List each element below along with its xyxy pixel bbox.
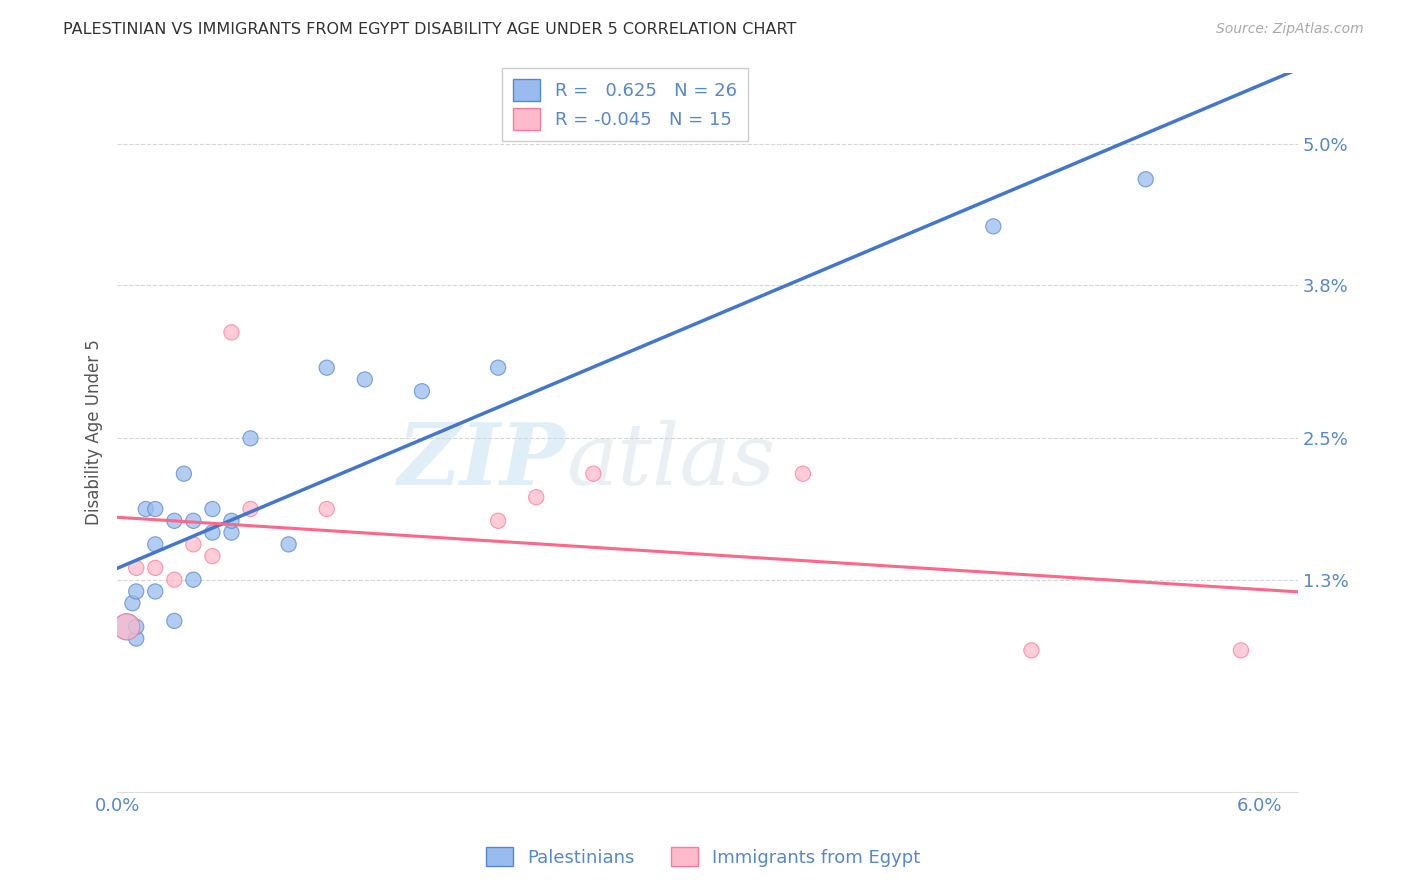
Point (315, 360, 337, 375)
Text: Source: ZipAtlas.com: Source: ZipAtlas.com (1216, 22, 1364, 37)
Text: ZIP: ZIP (398, 419, 567, 503)
Point (981, 219, 1004, 234)
Point (353, 372, 375, 386)
Point (792, 467, 814, 481)
Point (221, 514, 243, 528)
Point (115, 620, 138, 634)
Point (239, 431, 262, 445)
Text: PALESTINIAN VS IMMIGRANTS FROM EGYPT DISABILITY AGE UNDER 5 CORRELATION CHART: PALESTINIAN VS IMMIGRANTS FROM EGYPT DIS… (63, 22, 797, 37)
Point (221, 326, 243, 340)
Point (277, 537, 299, 551)
Point (143, 561, 166, 575)
Point (163, 573, 186, 587)
Point (135, 502, 157, 516)
Point (486, 360, 509, 375)
Point (163, 614, 186, 628)
Legend: R =   0.625   N = 26, R = -0.045   N = 15: R = 0.625 N = 26, R = -0.045 N = 15 (502, 68, 748, 141)
Point (121, 596, 143, 610)
Point (1135, 172, 1157, 186)
Point (173, 467, 195, 481)
Point (183, 573, 205, 587)
Point (125, 584, 148, 599)
Legend: Palestinians, Immigrants from Egypt: Palestinians, Immigrants from Egypt (478, 840, 928, 874)
Y-axis label: Disability Age Under 5: Disability Age Under 5 (86, 340, 103, 525)
Point (486, 514, 509, 528)
Point (125, 620, 148, 634)
Point (201, 525, 224, 540)
Point (183, 514, 205, 528)
Point (201, 502, 224, 516)
Point (1021, 643, 1043, 657)
Point (524, 490, 547, 504)
Point (239, 502, 262, 516)
Point (315, 502, 337, 516)
Point (1230, 643, 1253, 657)
Point (143, 584, 166, 599)
Point (411, 384, 433, 399)
Point (183, 537, 205, 551)
Text: atlas: atlas (567, 420, 775, 502)
Point (125, 632, 148, 646)
Point (115, 620, 138, 634)
Point (143, 537, 166, 551)
Point (221, 525, 243, 540)
Point (143, 502, 166, 516)
Point (201, 549, 224, 563)
Point (163, 514, 186, 528)
Point (125, 561, 148, 575)
Point (582, 467, 605, 481)
